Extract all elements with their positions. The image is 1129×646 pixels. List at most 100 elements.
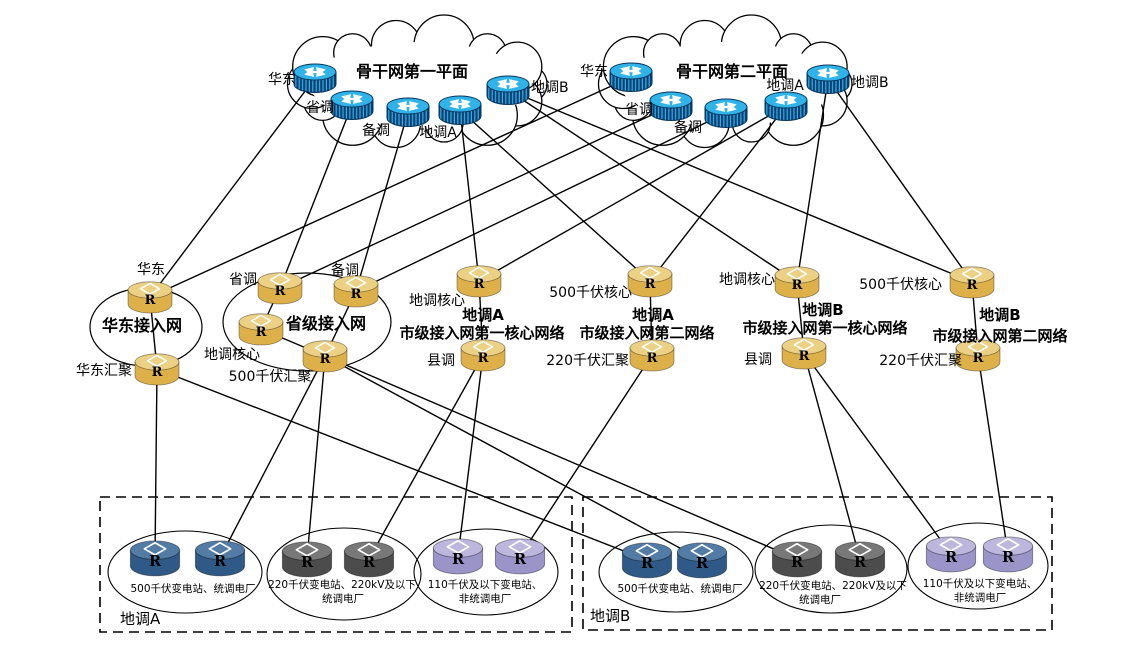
router-purpleA1-icon: R	[432, 538, 484, 575]
label-hx500A: 500千伏核心	[549, 285, 632, 301]
router-c2-beidiao-icon	[704, 98, 748, 128]
label-mid-huadong: 华东	[137, 262, 165, 278]
net-title-didiaoA-1-line2: 市级接入网第一核心网络	[399, 324, 564, 342]
routers-layer: R R R R R R R R R R R R R R R R R R R R R R R R R R	[127, 62, 1034, 579]
link-didiao-hexin-A-c2-didiaoA	[478, 105, 787, 282]
label-c1-didiaoB: 地调B	[531, 80, 569, 96]
router-r-glyph: R	[474, 277, 485, 292]
router-grayA2-icon: R	[343, 541, 395, 578]
router-blueB1-icon: R	[621, 542, 673, 579]
router-r-glyph: R	[452, 551, 465, 568]
label-mid-beidiao: 备调	[331, 262, 359, 279]
router-purpleB2-icon: R	[982, 536, 1034, 573]
router-r-glyph: R	[645, 277, 656, 292]
router-r-glyph: R	[696, 555, 709, 572]
link-xiandiao-A-grayA2	[368, 354, 484, 560]
link-xiandiao-B-purpleB1	[803, 352, 952, 555]
router-r-glyph: R	[214, 553, 227, 570]
link-mid-shengdiao-c1-shengdiao	[279, 104, 353, 289]
net-title-didiaoA-2-line2: 市级接入网第二网络	[579, 324, 714, 342]
link-xiandiao-B-grayB2	[803, 352, 861, 560]
router-c1-didiaoB-icon	[486, 75, 530, 105]
router-hx500A-icon: R	[627, 265, 673, 298]
router-r-glyph: R	[973, 351, 984, 366]
cloud-title-plane1: 骨干网第一平面	[356, 62, 468, 81]
router-prov-didiao-hexin-icon: R	[238, 313, 284, 346]
link-prov-500-huiju-blueA2	[219, 355, 326, 559]
label-c2-beidiao: 备调	[674, 119, 702, 136]
link-mid-huadong-c2-huadong	[149, 76, 632, 298]
label-prov-didiao-hexin: 地调核心	[204, 347, 260, 363]
router-r-glyph: R	[1002, 549, 1015, 566]
label-c2-shengdiao: 省调	[625, 102, 653, 118]
router-c1-shengdiao-icon	[330, 90, 374, 120]
router-xiandiao-B-icon: R	[781, 337, 827, 370]
link-hx500A-c2-didiaoA	[649, 105, 787, 282]
router-r-glyph: R	[152, 365, 163, 380]
ellipse-b-220kv	[754, 524, 908, 614]
link-xiandiao-A-purpleA1	[457, 354, 484, 557]
link-mid-beidiao-c2-beidiao	[355, 112, 727, 292]
link-mid-huadong-c1-huadong	[149, 77, 316, 298]
router-r-glyph: R	[647, 351, 658, 366]
net-title-didiaoA-2: 地调A	[632, 306, 674, 324]
net-title-didiaoA-1: 地调A	[462, 306, 504, 324]
link-hj220B-purpleB2	[977, 354, 1009, 555]
router-r-glyph: R	[256, 325, 267, 340]
router-r-glyph: R	[149, 553, 162, 570]
router-grayA1-icon: R	[281, 541, 333, 578]
ellipse-a-220kv	[266, 527, 422, 621]
router-r-glyph: R	[792, 278, 803, 293]
link-hx500B-c1-didiaoB	[507, 89, 973, 283]
router-r-glyph: R	[967, 278, 978, 293]
router-mid-beidiao-icon: R	[333, 275, 379, 308]
label-c1-huadong: 华东	[268, 72, 296, 88]
router-r-glyph: R	[320, 352, 331, 367]
net-title-didiaoB-1: 地调B	[802, 301, 843, 319]
cloud-title-plane2: 骨干网第二平面	[676, 62, 788, 81]
router-c2-didiaoA-icon	[764, 91, 808, 121]
link-didiao-hexin-B-c2-didiaoB	[796, 78, 829, 283]
net-title-didiaoB-2: 地调B	[979, 306, 1020, 324]
label-huadong-huiju: 华东汇聚	[76, 363, 132, 379]
router-xiandiao-A-icon: R	[460, 339, 506, 372]
link-hx500B-c2-didiaoB	[827, 78, 973, 283]
link-mid-shengdiao-c2-shengdiao	[279, 105, 672, 289]
caption-b-220kv-line1: 220千伏变电站、220kV及以下	[759, 579, 907, 592]
router-grayB2-icon: R	[834, 541, 886, 578]
router-c1-didiaoA-icon	[438, 95, 482, 125]
label-mid-shengdiao: 省调	[229, 272, 257, 288]
router-r-glyph: R	[363, 554, 376, 571]
box-didiaoA-label: 地调A	[120, 610, 161, 628]
shapes-layer	[89, 272, 1053, 633]
router-didiao-hexin-B-icon: R	[774, 266, 820, 299]
label-c2-huadong: 华东	[580, 64, 608, 80]
label-didiao-hexin-A: 地调核心	[409, 293, 465, 309]
caption-b-220kv-line2: 统调电厂	[799, 593, 841, 606]
link-prov-500-huiju-grayB1	[324, 355, 798, 560]
label-didiao-hexin-B: 地调核心	[719, 272, 775, 288]
label-hj220B: 220千伏汇聚	[879, 353, 962, 369]
clouds-layer	[286, 14, 853, 149]
box-didiaoB	[582, 496, 1053, 631]
router-r-glyph: R	[799, 349, 810, 364]
ellipse-b-110kv	[907, 522, 1049, 610]
router-blueA2-icon: R	[194, 540, 246, 577]
router-hj220B-icon: R	[955, 339, 1001, 372]
caption-a-220kv-line1: 220千伏变电站、220kV及以下	[268, 578, 416, 591]
caption-b-110kv-line2: 非统调电厂	[954, 591, 1007, 604]
router-prov-500-huiju-icon: R	[302, 340, 348, 373]
caption-a-110kv-line2: 非统调电厂	[459, 592, 512, 605]
router-r-glyph: R	[854, 554, 867, 571]
router-mid-huadong-icon: R	[127, 281, 173, 314]
link-hx500A-c1-didiaoA	[459, 109, 651, 282]
caption-a-500kv: 500千伏变电站、统调电厂	[130, 582, 255, 595]
router-r-glyph: R	[145, 293, 156, 308]
router-c2-shengdiao-icon	[649, 91, 693, 121]
label-prov-500-huiju: 500千伏汇聚	[229, 369, 312, 385]
ellipse-b-500kv	[598, 531, 754, 613]
label-xiandiao-B: 县调	[744, 352, 772, 368]
router-purpleA2-icon: R	[494, 538, 546, 575]
